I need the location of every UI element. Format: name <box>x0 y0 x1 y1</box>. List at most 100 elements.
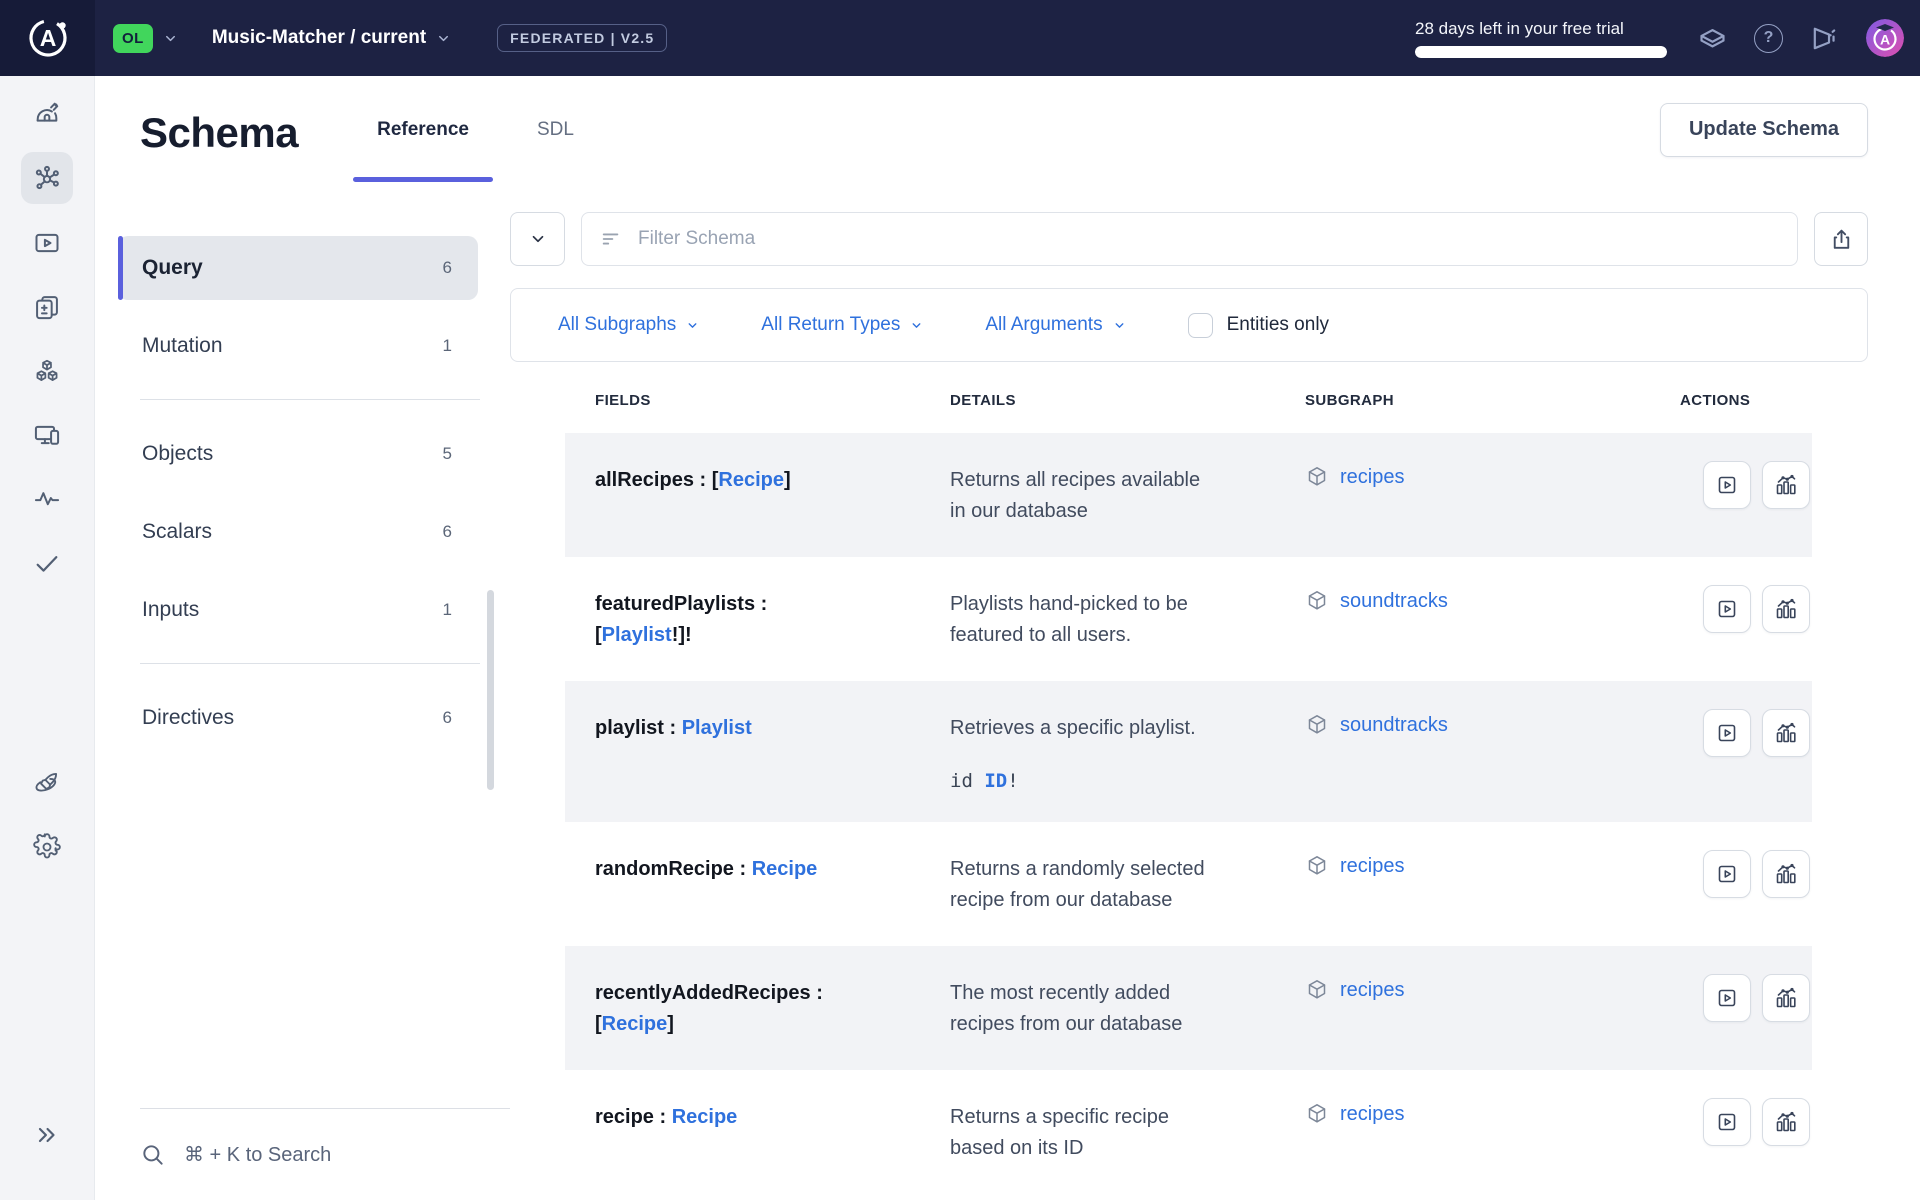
view-metrics-button[interactable] <box>1762 709 1810 757</box>
subgraph-link[interactable]: soundtracks <box>1340 714 1448 736</box>
type-nav-item-count: 1 <box>442 336 452 355</box>
entities-only-toggle[interactable]: Entities only <box>1187 312 1329 338</box>
type-link[interactable]: Recipe <box>671 1106 738 1128</box>
home-icon[interactable] <box>21 88 73 138</box>
all-return-types-dropdown[interactable]: All Return Types <box>761 314 923 336</box>
argument-punctuation: ! <box>1007 770 1019 792</box>
run-in-explorer-button[interactable] <box>1703 461 1751 509</box>
type-nav-item[interactable]: Objects 5 <box>118 422 478 486</box>
trial-progress-bar <box>1415 45 1667 58</box>
entities-only-checkbox[interactable] <box>1187 312 1213 338</box>
graphos-icon[interactable] <box>1697 23 1728 54</box>
search-shortcut[interactable]: ⌘ + K to Search <box>140 1108 510 1200</box>
type-nav-item[interactable]: Query 6 <box>118 236 478 300</box>
type-nav-item[interactable]: Mutation 1 <box>118 314 478 378</box>
type-link[interactable]: Playlist <box>681 717 752 739</box>
graph-chevron-down-icon <box>436 31 451 46</box>
type-link[interactable]: Recipe <box>751 858 818 880</box>
org-badge[interactable]: OL <box>113 23 153 53</box>
run-in-explorer-button[interactable] <box>1703 709 1751 757</box>
play-icon <box>1718 989 1736 1007</box>
table-row: randomRecipe : Recipe Returns a randomly… <box>565 822 1812 946</box>
field-description: The most recently added recipes from our… <box>950 982 1183 1035</box>
subgraph-link[interactable]: recipes <box>1340 466 1405 488</box>
active-tab-underline <box>353 177 493 182</box>
view-metrics-button[interactable] <box>1762 461 1810 509</box>
tab-reference[interactable]: Reference <box>353 76 493 183</box>
schema-tabs: Reference SDL <box>353 76 598 183</box>
view-metrics-button[interactable] <box>1762 1098 1810 1146</box>
header-left: OL Music-Matcher / current FEDERATED | V… <box>95 23 668 53</box>
insights-icon[interactable] <box>21 474 73 524</box>
launches-icon[interactable] <box>21 758 73 808</box>
field-details: Returns all recipes available in our dat… <box>920 465 1275 527</box>
expand-sidebar-icon[interactable] <box>21 1110 73 1160</box>
graph-switcher[interactable]: Music-Matcher / current <box>206 26 457 50</box>
all-arguments-dropdown[interactable]: All Arguments <box>985 314 1125 336</box>
chevron-down-icon <box>1115 322 1124 328</box>
cube-icon <box>1308 856 1326 875</box>
run-in-explorer-button[interactable] <box>1703 1098 1751 1146</box>
export-schema-icon[interactable] <box>1814 212 1868 266</box>
field-details: The most recently added recipes from our… <box>920 978 1275 1040</box>
help-icon[interactable]: ? <box>1754 23 1783 53</box>
header-details: DETAILS <box>950 392 1016 409</box>
changelog-icon[interactable] <box>21 282 73 332</box>
header-fields: FIELDS <box>595 392 651 409</box>
run-in-explorer-button[interactable] <box>1703 850 1751 898</box>
type-nav-item-count: 6 <box>442 708 452 727</box>
all-subgraphs-dropdown[interactable]: All Subgraphs <box>558 314 699 336</box>
checks-icon[interactable] <box>21 538 73 588</box>
run-in-explorer-button[interactable] <box>1703 974 1751 1022</box>
subgraph-link[interactable]: soundtracks <box>1340 590 1448 612</box>
explorer-icon[interactable] <box>21 218 73 268</box>
type-link[interactable]: Recipe <box>718 469 784 491</box>
cube-icon <box>1308 591 1326 610</box>
subgraph-link[interactable]: recipes <box>1340 855 1405 877</box>
subgraph-link[interactable]: recipes <box>1340 979 1405 1001</box>
org-chevron-down-icon[interactable] <box>163 31 178 46</box>
table-header-row: FIELDS DETAILS SUBGRAPH ACTIONS <box>565 392 1812 409</box>
argument-type-link[interactable]: ID <box>984 770 1008 792</box>
actions-cell <box>1650 461 1812 527</box>
run-in-explorer-button[interactable] <box>1703 585 1751 633</box>
nav-scrollbar[interactable] <box>487 590 494 790</box>
user-avatar[interactable]: A <box>1866 19 1904 57</box>
filter-options-dropdown[interactable] <box>510 212 565 266</box>
field-description: Returns a specific recipe based on its I… <box>950 1106 1169 1159</box>
type-punctuation: !]! <box>671 624 692 646</box>
type-nav-item[interactable]: Inputs 1 <box>118 578 478 642</box>
type-punctuation: ] <box>783 469 791 491</box>
subgraph-cell: recipes <box>1275 854 1650 916</box>
type-nav-item[interactable]: Directives 6 <box>118 686 478 750</box>
view-metrics-button[interactable] <box>1762 974 1810 1022</box>
type-link[interactable]: Playlist <box>601 624 672 646</box>
clients-icon[interactable] <box>21 410 73 460</box>
type-nav-list: Query 6 Mutation 1 <box>95 183 510 750</box>
announcements-icon[interactable] <box>1809 23 1840 54</box>
type-nav-item[interactable]: Scalars 6 <box>118 500 478 564</box>
active-item-accent-bar <box>118 236 123 300</box>
subgraph-cell: recipes <box>1275 978 1650 1040</box>
type-punctuation: : <box>733 858 752 880</box>
apollo-logo[interactable]: A <box>0 0 95 76</box>
subgraphs-icon[interactable] <box>21 346 73 396</box>
view-metrics-button[interactable] <box>1762 850 1810 898</box>
update-schema-button[interactable]: Update Schema <box>1659 102 1868 157</box>
tab-sdl[interactable]: SDL <box>513 76 598 183</box>
play-icon <box>1718 600 1736 618</box>
field-name: recipe <box>595 1106 654 1128</box>
actions-cell <box>1650 585 1812 651</box>
field-details: Playlists hand-picked to be featured to … <box>920 589 1275 651</box>
type-nav-item-label: Objects <box>142 442 214 465</box>
trial-text: 28 days left in your free trial <box>1415 18 1624 38</box>
schema-icon[interactable] <box>21 152 73 204</box>
type-nav-item-count: 6 <box>442 258 452 277</box>
header-subgraph: SUBGRAPH <box>1305 392 1395 409</box>
filter-schema-input[interactable] <box>636 227 1797 251</box>
type-link[interactable]: Recipe <box>601 1013 668 1035</box>
subgraph-link[interactable]: recipes <box>1340 1103 1405 1125</box>
header-right: 28 days left in your free trial ? <box>1415 19 1920 58</box>
view-metrics-button[interactable] <box>1762 585 1810 633</box>
settings-icon[interactable] <box>21 822 73 872</box>
